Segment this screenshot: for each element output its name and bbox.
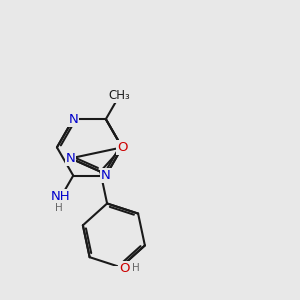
Text: H: H	[55, 203, 62, 213]
Text: N: N	[101, 169, 111, 182]
Text: N: N	[68, 112, 78, 126]
Text: H: H	[132, 263, 140, 273]
Text: O: O	[117, 141, 128, 154]
Text: N: N	[66, 152, 75, 165]
Text: O: O	[119, 262, 129, 275]
Text: NH: NH	[51, 190, 71, 203]
Text: CH₃: CH₃	[109, 88, 130, 102]
